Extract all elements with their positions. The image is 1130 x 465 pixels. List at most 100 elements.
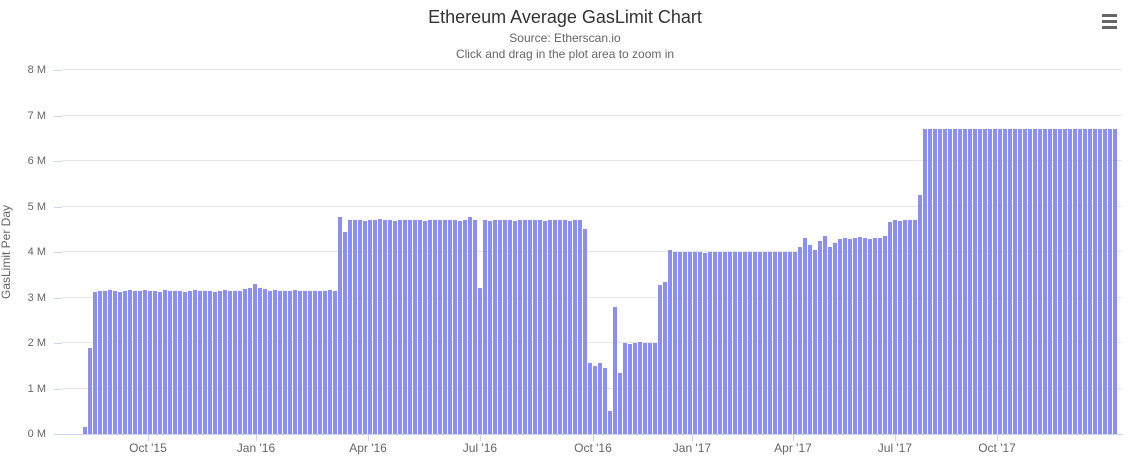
bar[interactable] xyxy=(753,252,757,434)
bar[interactable] xyxy=(428,220,432,434)
bar[interactable] xyxy=(1028,129,1032,434)
bar[interactable] xyxy=(628,343,632,434)
bar[interactable] xyxy=(348,220,352,434)
bar[interactable] xyxy=(1088,129,1092,434)
bar[interactable] xyxy=(963,129,967,434)
bar[interactable] xyxy=(373,220,377,434)
bar[interactable] xyxy=(168,290,172,434)
bar[interactable] xyxy=(798,246,802,434)
bar[interactable] xyxy=(958,129,962,434)
bar[interactable] xyxy=(278,291,282,434)
bar[interactable] xyxy=(518,220,522,434)
bar[interactable] xyxy=(283,290,287,434)
bar[interactable] xyxy=(813,249,817,434)
bar[interactable] xyxy=(838,239,842,434)
bar[interactable] xyxy=(908,220,912,434)
bar[interactable] xyxy=(993,129,997,434)
bar[interactable] xyxy=(538,220,542,434)
bar[interactable] xyxy=(533,220,537,434)
bar[interactable] xyxy=(273,290,277,434)
bar[interactable] xyxy=(543,220,547,434)
bar[interactable] xyxy=(338,216,342,434)
bar[interactable] xyxy=(643,343,647,434)
bar[interactable] xyxy=(803,238,807,434)
bar[interactable] xyxy=(293,290,297,434)
bar[interactable] xyxy=(928,129,932,434)
bar[interactable] xyxy=(1023,129,1027,434)
bar[interactable] xyxy=(288,290,292,434)
bar[interactable] xyxy=(783,252,787,434)
bar[interactable] xyxy=(453,220,457,434)
bar[interactable] xyxy=(438,219,442,434)
bar[interactable] xyxy=(1043,129,1047,434)
bar[interactable] xyxy=(988,129,992,434)
bar[interactable] xyxy=(203,290,207,434)
bar[interactable] xyxy=(1048,129,1052,434)
bar[interactable] xyxy=(123,290,127,434)
bar[interactable] xyxy=(588,363,592,434)
bar[interactable] xyxy=(848,239,852,434)
bar[interactable] xyxy=(918,195,922,434)
bar[interactable] xyxy=(603,368,607,434)
bar[interactable] xyxy=(878,238,882,434)
bar[interactable] xyxy=(903,220,907,434)
bar[interactable] xyxy=(383,220,387,434)
bar[interactable] xyxy=(483,220,487,434)
bar[interactable] xyxy=(893,220,897,434)
bar[interactable] xyxy=(973,129,977,434)
bar[interactable] xyxy=(728,252,732,434)
bar[interactable] xyxy=(1103,129,1107,434)
bar[interactable] xyxy=(768,252,772,434)
bar[interactable] xyxy=(353,219,357,434)
bar[interactable] xyxy=(98,290,102,434)
bar[interactable] xyxy=(423,220,427,434)
bar[interactable] xyxy=(408,220,412,434)
bar[interactable] xyxy=(678,252,682,434)
bar[interactable] xyxy=(998,129,1002,434)
bar[interactable] xyxy=(478,288,482,434)
bar[interactable] xyxy=(673,252,677,434)
bar[interactable] xyxy=(613,306,617,434)
bar[interactable] xyxy=(898,221,902,434)
bar[interactable] xyxy=(143,290,147,434)
bar[interactable] xyxy=(158,291,162,434)
bar[interactable] xyxy=(218,290,222,434)
bar[interactable] xyxy=(1038,129,1042,434)
bar[interactable] xyxy=(763,252,767,434)
bar[interactable] xyxy=(418,220,422,434)
bar[interactable] xyxy=(88,347,92,434)
bar[interactable] xyxy=(983,129,987,434)
bar[interactable] xyxy=(313,290,317,434)
bar[interactable] xyxy=(858,237,862,434)
bar[interactable] xyxy=(1073,129,1077,434)
bar[interactable] xyxy=(923,129,927,434)
bar[interactable] xyxy=(213,291,217,434)
bar[interactable] xyxy=(433,220,437,434)
bar[interactable] xyxy=(393,220,397,434)
bar[interactable] xyxy=(873,238,877,434)
bar[interactable] xyxy=(818,240,822,434)
bar[interactable] xyxy=(153,290,157,434)
bar[interactable] xyxy=(263,289,267,434)
bar[interactable] xyxy=(653,343,657,434)
bar[interactable] xyxy=(713,252,717,434)
bar[interactable] xyxy=(528,219,532,434)
bar[interactable] xyxy=(733,252,737,434)
bar[interactable] xyxy=(568,220,572,434)
bar[interactable] xyxy=(953,129,957,434)
bar[interactable] xyxy=(343,231,347,434)
bar[interactable] xyxy=(1093,129,1097,434)
bar[interactable] xyxy=(488,220,492,434)
bar[interactable] xyxy=(83,427,87,434)
bar[interactable] xyxy=(403,219,407,434)
bar[interactable] xyxy=(368,220,372,434)
bar[interactable] xyxy=(843,238,847,434)
bar[interactable] xyxy=(133,290,137,434)
bar[interactable] xyxy=(1113,129,1117,434)
bar[interactable] xyxy=(578,220,582,434)
bar[interactable] xyxy=(118,291,122,434)
bar[interactable] xyxy=(703,252,707,434)
bar[interactable] xyxy=(303,291,307,434)
bar[interactable] xyxy=(458,220,462,434)
bar[interactable] xyxy=(508,220,512,434)
